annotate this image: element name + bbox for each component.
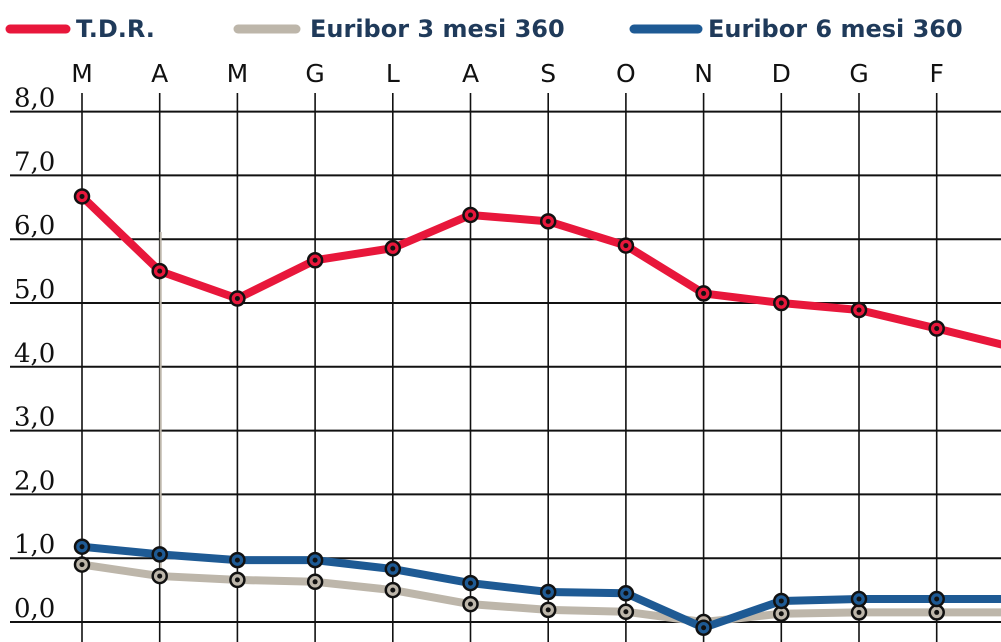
data-point-center: [157, 551, 163, 557]
data-point-center: [934, 596, 940, 602]
x-tick-label: N: [694, 59, 713, 88]
x-tick-label: M: [71, 59, 93, 88]
data-point-center: [468, 580, 473, 586]
x-tick-label: L: [386, 59, 400, 88]
data-point-center: [234, 557, 240, 563]
data-point-center: [623, 609, 629, 615]
legend-label: Euribor 3 mesi 360: [310, 15, 565, 43]
y-tick-label: 7,0: [14, 147, 55, 177]
data-point-center: [234, 296, 240, 302]
data-point-center: [623, 590, 629, 596]
y-tick-label: 2,0: [14, 466, 55, 496]
legend-label: Euribor 6 mesi 360: [708, 15, 963, 43]
data-point-center: [701, 290, 707, 296]
data-point-center: [468, 212, 473, 218]
data-point-center: [934, 609, 940, 615]
data-point-center: [312, 579, 318, 585]
data-point-center: [468, 601, 473, 607]
data-point-center: [856, 307, 862, 313]
x-tick-label: G: [849, 59, 868, 88]
y-tick-label: 0,0: [14, 594, 55, 624]
data-point-center: [856, 609, 862, 615]
data-point-center: [79, 562, 85, 568]
x-tick-label: M: [227, 59, 249, 88]
data-point-center: [545, 218, 551, 224]
data-point-center: [701, 625, 707, 631]
data-point-center: [778, 598, 784, 604]
data-point-center: [79, 544, 85, 550]
legend: T.D.R. Euribor 3 mesi 360 Euribor 6 mesi 3…: [5, 15, 963, 43]
data-point-center: [157, 268, 163, 274]
data-point-center: [545, 589, 551, 595]
data-point-center: [390, 566, 396, 572]
data-point-center: [234, 577, 240, 583]
data-point-center: [623, 243, 629, 249]
data-point-center: [157, 573, 163, 579]
x-tick-label: G: [305, 59, 324, 88]
y-tick-label: 1,0: [14, 530, 55, 560]
x-tick-label: O: [616, 59, 636, 88]
y-tick-label: 3,0: [14, 403, 55, 433]
x-tick-label: S: [540, 59, 556, 88]
x-tick-label: A: [151, 59, 168, 88]
data-point-center: [778, 611, 784, 617]
data-point-center: [390, 245, 396, 251]
data-point-center: [312, 557, 318, 563]
data-point-center: [934, 326, 940, 332]
x-axis-labels: MAMGLASONDGFM: [71, 59, 944, 88]
x-tick-label: D: [772, 59, 791, 88]
data-point-center: [778, 300, 784, 306]
data-point-center: [312, 257, 318, 263]
data-point-center: [79, 193, 85, 199]
x-tick-label: A: [462, 59, 479, 88]
data-point-center: [856, 596, 862, 602]
series-lines: [73, 188, 1001, 636]
data-point-center: [390, 587, 396, 593]
y-tick-label: 6,0: [14, 211, 55, 241]
data-point-center: [545, 607, 551, 613]
x-tick-label: F: [930, 59, 944, 88]
y-tick-label: 4,0: [14, 339, 55, 369]
y-axis-labels: 0,0 1,0 2,0 3,0 4,0 5,0 6,0 7,0 8,0: [14, 84, 55, 624]
legend-label: T.D.R.: [76, 15, 155, 43]
y-tick-label: 5,0: [14, 275, 55, 305]
y-tick-label: 8,0: [14, 84, 55, 114]
